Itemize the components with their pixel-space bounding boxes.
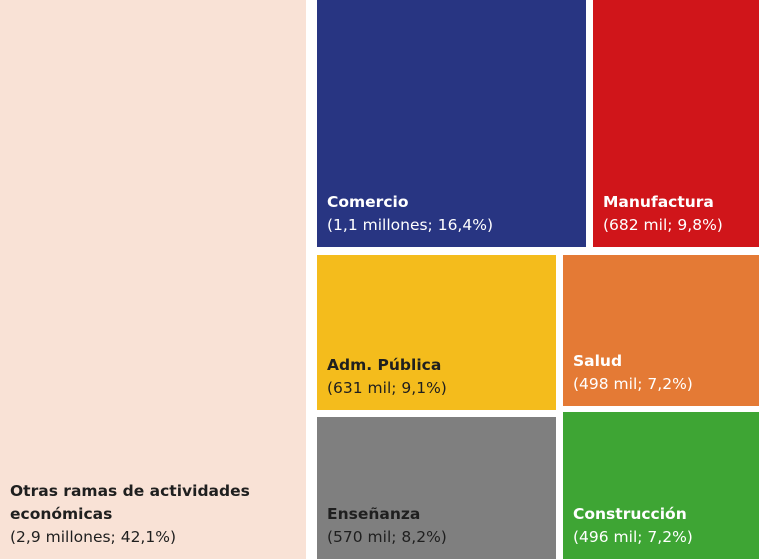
tile-otras: Otras ramas de actividades económicas (2… xyxy=(0,0,306,559)
tile-name-salud: Salud xyxy=(573,352,623,370)
tile-name-manufactura: Manufactura xyxy=(603,193,714,211)
tile-detail-otras: (2,9 millones; 42,1%) xyxy=(10,528,176,546)
tile-label-construccion: Construcción (496 mil; 7,2%) xyxy=(573,503,751,549)
tile-manufactura: Manufactura (682 mil; 9,8%) xyxy=(593,0,759,247)
tile-name-construccion: Construcción xyxy=(573,505,687,523)
tile-construccion: Construcción (496 mil; 7,2%) xyxy=(563,412,759,559)
tile-name-ensenanza: Enseñanza xyxy=(327,505,421,523)
tile-detail-manufactura: (682 mil; 9,8%) xyxy=(603,216,723,234)
tile-detail-salud: (498 mil; 7,2%) xyxy=(573,375,693,393)
tile-comercio: Comercio (1,1 millones; 16,4%) xyxy=(317,0,586,247)
tile-label-ensenanza: Enseñanza (570 mil; 8,2%) xyxy=(327,503,548,549)
tile-label-manufactura: Manufactura (682 mil; 9,8%) xyxy=(603,191,751,237)
tile-label-salud: Salud (498 mil; 7,2%) xyxy=(573,350,751,396)
tile-name-adm-publica: Adm. Pública xyxy=(327,356,442,374)
tile-label-comercio: Comercio (1,1 millones; 16,4%) xyxy=(327,191,578,237)
tile-label-otras: Otras ramas de actividades económicas (2… xyxy=(10,480,298,549)
tile-detail-construccion: (496 mil; 7,2%) xyxy=(573,528,693,546)
tile-detail-comercio: (1,1 millones; 16,4%) xyxy=(327,216,493,234)
tile-adm-publica: Adm. Pública (631 mil; 9,1%) xyxy=(317,255,556,410)
tile-name-comercio: Comercio xyxy=(327,193,409,211)
tile-name-otras: Otras ramas de actividades económicas xyxy=(10,482,250,523)
tile-detail-adm-publica: (631 mil; 9,1%) xyxy=(327,379,447,397)
tile-ensenanza: Enseñanza (570 mil; 8,2%) xyxy=(317,417,556,559)
tile-detail-ensenanza: (570 mil; 8,2%) xyxy=(327,528,447,546)
tile-label-adm-publica: Adm. Pública (631 mil; 9,1%) xyxy=(327,354,548,400)
tile-salud: Salud (498 mil; 7,2%) xyxy=(563,255,759,406)
